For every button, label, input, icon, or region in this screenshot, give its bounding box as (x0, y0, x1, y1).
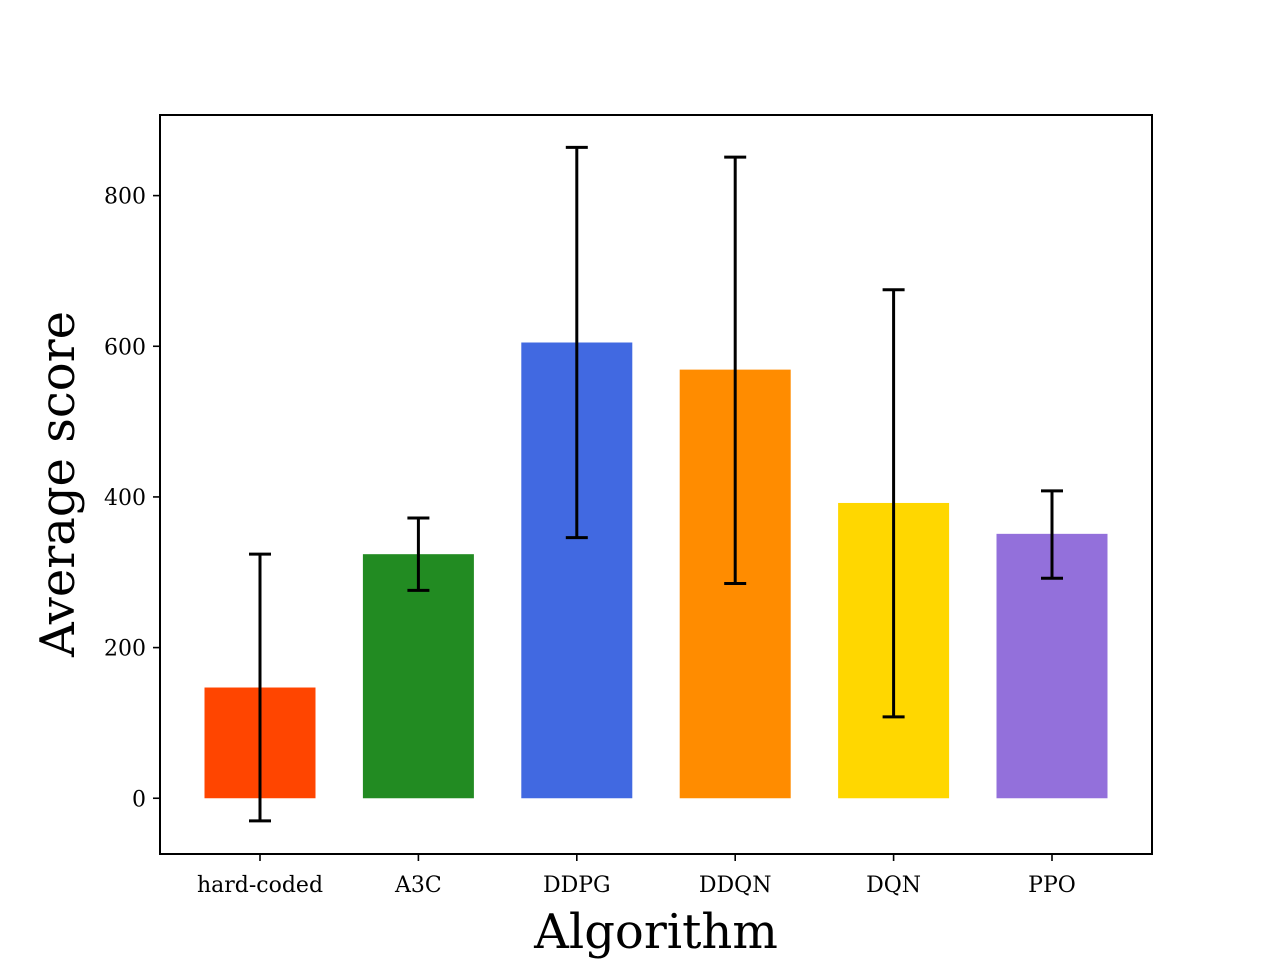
y-tick-label: 200 (104, 637, 146, 662)
x-tick-label: hard-coded (197, 873, 323, 898)
x-axis: hard-coded A3C DDPG DDQN DQN PPO (197, 854, 1076, 898)
error-bar-ddpg (565, 145, 588, 540)
x-tick-label: PPO (1028, 873, 1076, 898)
error-bars-layer (249, 145, 1063, 823)
error-bar-a3c (407, 516, 430, 592)
x-axis-title: Algorithm (533, 904, 778, 960)
x-tick-label: DDQN (699, 873, 772, 898)
error-bar-ppo (1041, 489, 1063, 580)
error-bar-dqn (882, 288, 905, 719)
y-axis-title: Average score (30, 311, 86, 658)
y-tick-label: 800 (104, 185, 146, 210)
x-tick-label: A3C (394, 873, 442, 898)
plot-frame (159, 114, 1153, 855)
x-tick-label: DQN (866, 873, 921, 898)
error-bar-hard-coded (249, 552, 271, 823)
y-axis: 0 200 400 600 800 (104, 185, 160, 812)
x-tick-label: DDPG (543, 873, 611, 898)
y-tick-label: 600 (104, 335, 146, 360)
bar-a3c (362, 554, 474, 799)
y-tick-label: 0 (132, 787, 146, 812)
y-tick-label: 400 (104, 486, 146, 511)
error-bar-ddqn (724, 155, 747, 586)
